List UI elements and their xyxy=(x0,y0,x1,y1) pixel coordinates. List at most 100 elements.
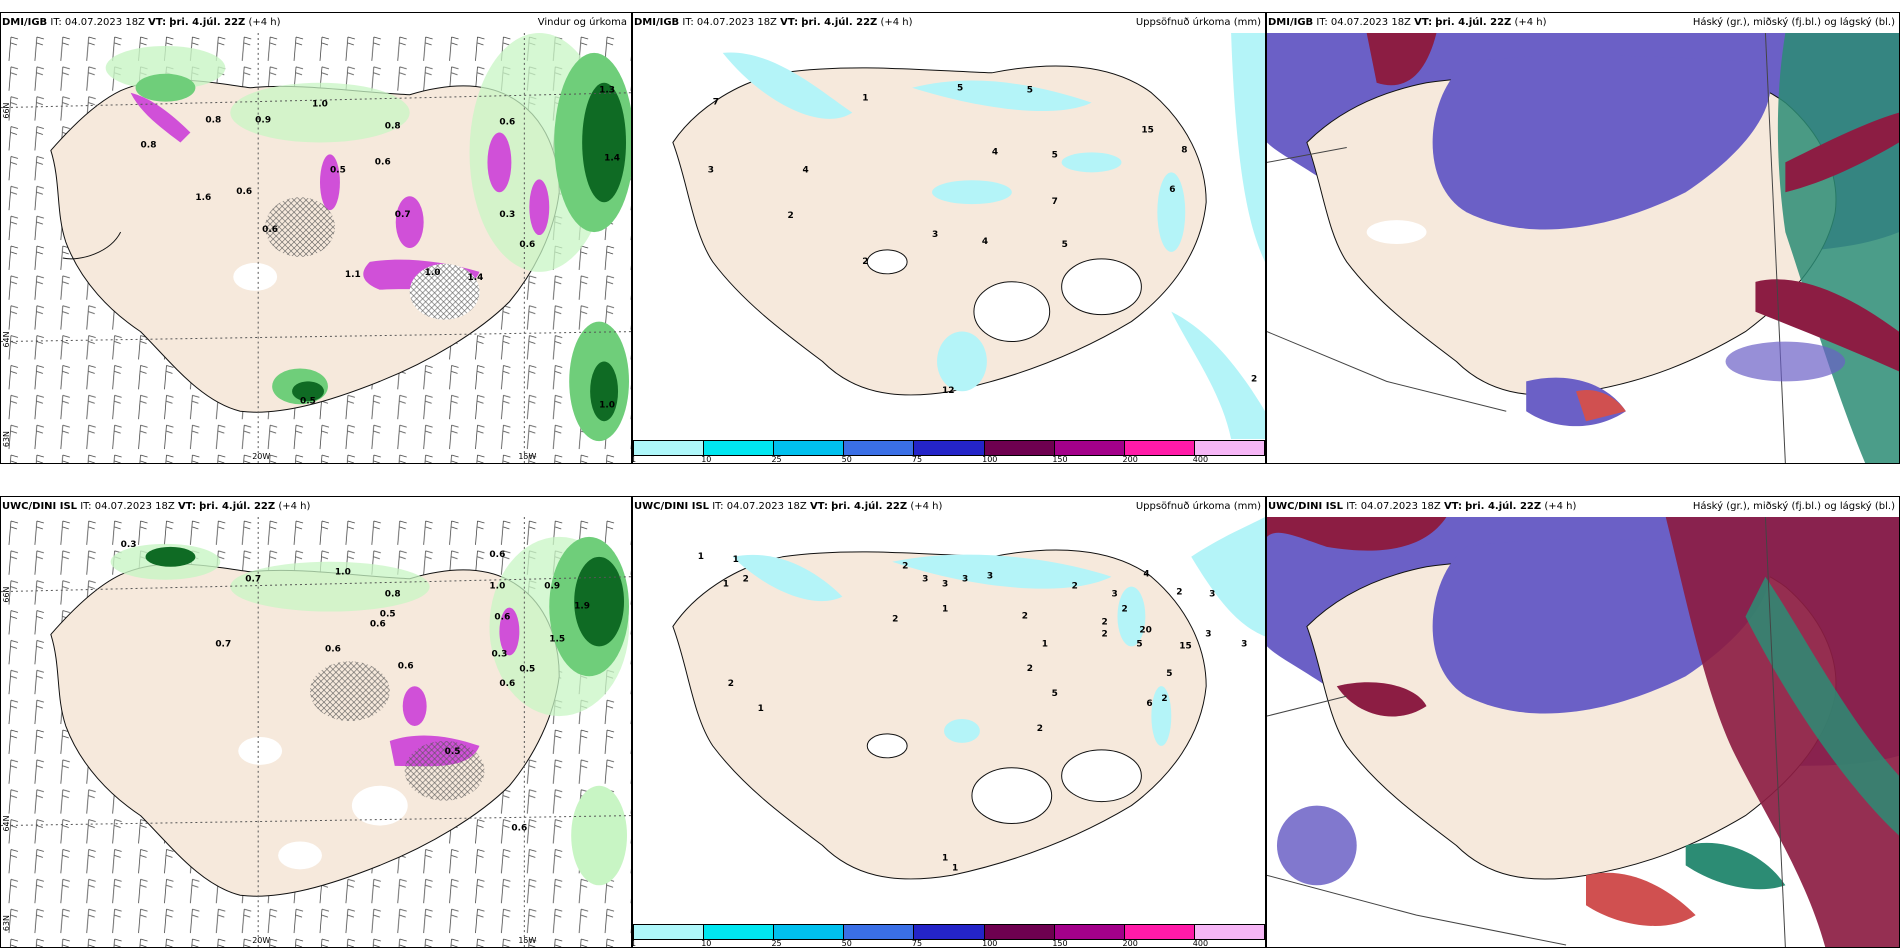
lon-label: 20W xyxy=(252,936,270,945)
value-label: 0.3 xyxy=(491,649,507,659)
value-label: 0.6 xyxy=(370,619,386,629)
value-label: 1.6 xyxy=(195,193,211,203)
panel-title: Vindur og úrkoma xyxy=(537,17,627,28)
lead-time: (+4 h) xyxy=(278,501,311,512)
vt-value: þri. 4.júl. 22Z xyxy=(1465,501,1542,512)
value-label: 3 xyxy=(932,230,938,240)
value-label: 4 xyxy=(802,165,808,175)
map-svg-2: 5 7 1 5 3 4 4 5 15 8 6 7 2 2 3 4 5 2 12 xyxy=(672,33,1265,439)
model-name: UWC/DINI ISL xyxy=(634,501,710,512)
lat-label: 64N xyxy=(2,815,11,831)
value-label: 0.6 xyxy=(262,225,278,235)
value-label: 0.6 xyxy=(375,157,391,167)
value-label: 1 xyxy=(698,552,704,562)
map-svg-3 xyxy=(1267,33,1899,463)
value-label: 0.8 xyxy=(141,140,157,150)
colorbar-tick: 75 xyxy=(911,455,923,464)
map-svg-6 xyxy=(1267,517,1899,947)
value-label: 0.6 xyxy=(489,550,505,560)
colorbar-tick: 1 xyxy=(633,939,636,947)
value-label: 0.6 xyxy=(499,679,515,689)
map-svg-4: 0.3 0.7 0.7 0.8 0.6 1.0 1.0 0.6 0.6 0.9 … xyxy=(1,517,631,947)
colorbar-swatch xyxy=(844,925,915,939)
value-label: 0.9 xyxy=(544,582,560,592)
value-label: 1 xyxy=(862,94,868,104)
colorbar-swatch xyxy=(914,925,985,939)
vt-value: þri. 4.júl. 22Z xyxy=(199,501,276,512)
value-label: 0.8 xyxy=(385,122,401,132)
value-label: 0.7 xyxy=(215,639,231,649)
value-label: 0.3 xyxy=(121,540,137,550)
value-label: 2 xyxy=(892,614,898,624)
vt-value: þri. 4.júl. 22Z xyxy=(169,17,246,28)
value-label: 2 xyxy=(788,211,794,221)
value-label: 1.3 xyxy=(599,86,615,96)
lon-label: 15W xyxy=(518,452,536,461)
value-label: 2 xyxy=(1037,724,1043,734)
colorbar-swatch xyxy=(984,441,1055,455)
value-label: 0.8 xyxy=(385,590,401,600)
value-label: 20 xyxy=(1139,625,1151,635)
colorbar-swatch xyxy=(774,925,845,939)
vt-label: VT: xyxy=(780,17,799,28)
value-label: 4 xyxy=(982,237,988,247)
precip-map: 1 1 2 1 3 3 3 2 3 4 2 3 2 1 2 1 2 2 3 2 … xyxy=(633,517,1265,923)
colorbar-swatch xyxy=(1194,925,1264,939)
value-label: 1.5 xyxy=(549,634,565,644)
lead-time: (+4 h) xyxy=(1544,501,1577,512)
value-label: 3 xyxy=(1241,639,1247,649)
vt-label: VT: xyxy=(148,17,167,28)
precip-colorbar: 1 10 25 50 75 100 150 200 400 xyxy=(633,923,1265,947)
wind-precip-panel-dmi: DMI/IGB IT: 04.07.2023 18Z VT: þri. 4.jú… xyxy=(0,12,632,464)
lat-label: 64N xyxy=(2,331,11,347)
it-label: IT: xyxy=(682,17,694,28)
colorbar-swatch xyxy=(634,441,705,455)
value-label: 0.5 xyxy=(330,165,346,175)
precip-map: 5 7 1 5 3 4 4 5 15 8 6 7 2 2 3 4 5 2 12 xyxy=(633,33,1265,439)
panel-header: UWC/DINI ISL IT: 04.07.2023 18Z VT: þri.… xyxy=(1,497,631,517)
vt-label: VT: xyxy=(1443,501,1462,512)
value-label: 0.9 xyxy=(255,116,271,126)
vt-value: þri. 4.júl. 22Z xyxy=(1435,17,1512,28)
map-svg-5: 1 1 2 1 3 3 3 2 3 4 2 3 2 1 2 1 2 2 3 2 … xyxy=(672,517,1265,880)
panel-title: Háský (gr.), miðský (fj.bl.) og lágský (… xyxy=(1692,17,1895,28)
value-label: 2 xyxy=(902,562,908,572)
vt-label: VT: xyxy=(1414,17,1433,28)
it-value: 04.07.2023 18Z xyxy=(64,17,145,28)
colorbar-tick: 150 xyxy=(1052,455,1068,464)
it-label: IT: xyxy=(80,501,92,512)
value-label: 5 xyxy=(1052,150,1058,160)
colorbar-swatch xyxy=(1124,441,1195,455)
value-label: 1.9 xyxy=(574,602,590,612)
map-svg-1: 0.8 0.9 1.0 0.8 0.6 0.5 0.6 0.7 0.6 0.3 … xyxy=(1,33,631,463)
value-label: 5 xyxy=(957,84,963,94)
lon-label: 15W xyxy=(518,936,536,945)
value-label: 0.6 xyxy=(519,240,535,250)
colorbar-swatch xyxy=(914,441,985,455)
cloud-panel-dmi: DMI/IGB IT: 04.07.2023 18Z VT: þri. 4.jú… xyxy=(1266,12,1900,464)
value-label: 8 xyxy=(1181,145,1187,155)
colorbar-swatch xyxy=(1124,925,1195,939)
value-label: 1.0 xyxy=(335,568,351,578)
value-label: 3 xyxy=(987,572,993,582)
panel-header: DMI/IGB IT: 04.07.2023 18Z VT: þri. 4.jú… xyxy=(1267,13,1899,33)
value-label: 2 xyxy=(1102,629,1108,639)
colorbar-tick: 100 xyxy=(982,455,998,464)
it-value: 04.07.2023 18Z xyxy=(94,501,175,512)
precip-colorbar: 1 10 25 50 75 100 150 200 400 xyxy=(633,439,1265,463)
colorbar-swatch xyxy=(704,925,775,939)
vt-label: VT: xyxy=(177,501,196,512)
value-label: 0.5 xyxy=(445,747,461,757)
value-label: 5 xyxy=(1136,639,1142,649)
value-label: 5 xyxy=(1062,240,1068,250)
value-label: 0.7 xyxy=(395,210,411,220)
value-label: 1 xyxy=(942,605,948,615)
value-label: 3 xyxy=(708,165,714,175)
value-label: 0.5 xyxy=(380,610,396,620)
model-name: UWC/DINI ISL xyxy=(2,501,78,512)
value-label: 15 xyxy=(1141,126,1153,136)
value-label: 0.6 xyxy=(236,187,252,197)
value-label: 1.0 xyxy=(599,400,615,410)
colorbar-swatch xyxy=(774,441,845,455)
panel-title: Uppsöfnuð úrkoma (mm) xyxy=(1135,501,1261,512)
